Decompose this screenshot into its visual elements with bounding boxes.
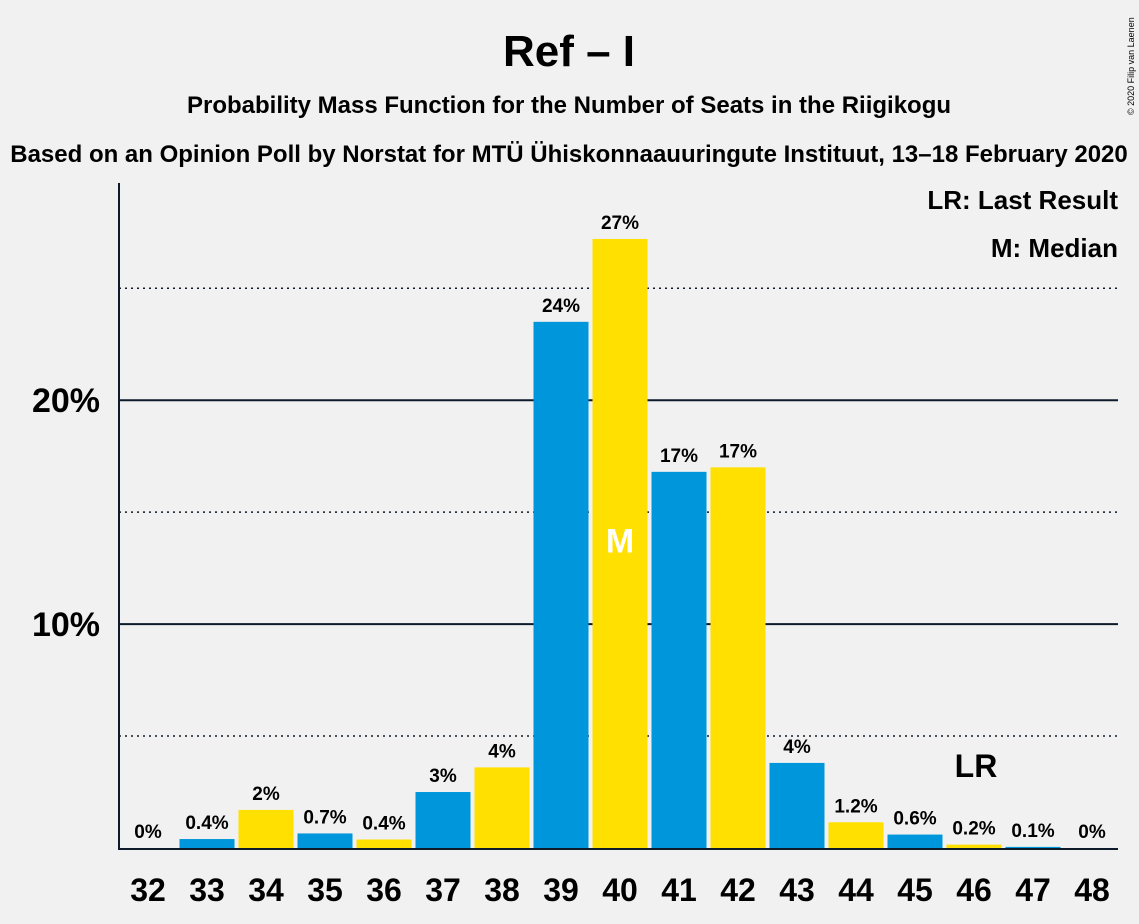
x-tick-35: 35 [307,872,343,908]
x-tick-44: 44 [838,872,874,908]
x-tick-36: 36 [366,872,402,908]
bar-45 [887,834,943,848]
bar-38 [474,767,530,848]
bar-36 [356,839,412,848]
data-label-39: 24% [542,296,580,317]
x-tick-45: 45 [897,872,933,908]
bar-44 [828,822,884,848]
x-tick-42: 42 [720,872,756,908]
data-label-45: 0.6% [893,809,936,830]
data-label-38: 4% [488,741,516,762]
data-labels-group: 0% 0.4% 2% 0.7% 0.4% 3% 4% 24% 27% M 17% 17% 4% 1.2% 0… [134,213,1106,843]
x-tick-39: 39 [543,872,579,908]
data-label-47: 0.1% [1011,821,1054,842]
chart-source: Based on an Opinion Poll by Norstat for … [10,141,1128,168]
legend-last-result: LR: Last Result [927,185,1118,215]
data-label-41: 17% [660,446,698,467]
data-label-32: 0% [134,822,162,843]
data-label-34: 2% [252,784,280,805]
bar-37 [415,792,471,848]
x-tick-47: 47 [1015,872,1051,908]
bar-40 [592,238,648,848]
y-tick-label: 20% [32,382,100,420]
x-tick-43: 43 [779,872,815,908]
x-tick-48: 48 [1074,872,1110,908]
bar-35 [297,833,353,848]
data-label-40: 27% [601,213,639,234]
bar-39 [533,321,589,849]
x-tick-40: 40 [602,872,638,908]
data-label-35: 0.7% [303,807,346,828]
data-label-37: 3% [429,766,457,787]
bar-34 [238,809,294,848]
x-tick-34: 34 [248,872,284,908]
data-label-46: 0.2% [952,819,995,840]
x-ticks-group: 32 33 34 35 36 37 38 39 40 41 42 43 44 45 46 47 48 [130,872,1110,908]
data-label-48: 0% [1078,822,1106,843]
bars-group [179,238,1061,849]
bar-33 [179,839,235,848]
data-label-36: 0.4% [362,813,405,834]
data-label-33: 0.4% [185,813,228,834]
x-tick-32: 32 [130,872,166,908]
chart-subtitle: Probability Mass Function for the Number… [187,92,951,119]
data-label-44: 1.2% [834,796,877,817]
chart-title: Ref – I [503,27,635,76]
bar-43 [769,762,825,848]
y-tick-label: 10% [32,606,100,644]
bar-46 [946,844,1002,848]
x-tick-46: 46 [956,872,992,908]
median-marker: M [606,522,634,560]
x-tick-33: 33 [189,872,225,908]
x-tick-38: 38 [484,872,520,908]
bar-42 [710,467,766,848]
y-ticks-group: 10% 20% [32,382,100,644]
bar-47 [1005,846,1061,848]
legend-median: M: Median [991,233,1118,263]
x-tick-37: 37 [425,872,461,908]
data-label-42: 17% [719,441,757,462]
x-tick-41: 41 [661,872,697,908]
copyright-note: © 2020 Filip van Laenen [1126,17,1136,115]
data-label-43: 4% [783,737,811,758]
last-result-marker: LR [955,748,998,784]
bar-41 [651,471,707,848]
